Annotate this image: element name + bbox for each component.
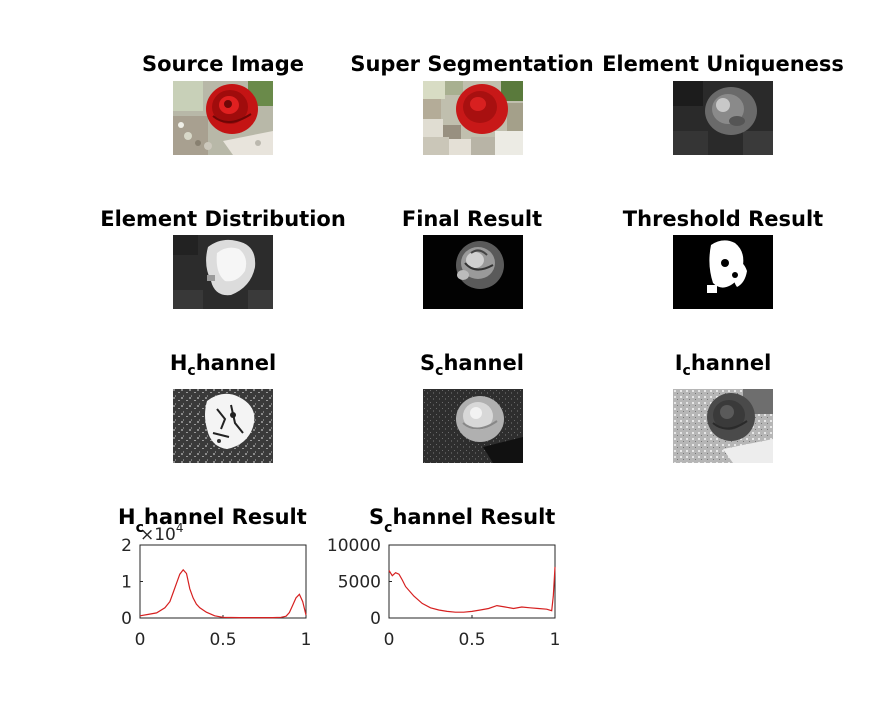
super-segmentation-image (423, 81, 523, 155)
s-channel-image (423, 389, 523, 463)
panel-title-element-distribution: Element Distribution (100, 207, 346, 231)
element-distribution-image (173, 235, 273, 309)
y-tick-label: 0 (121, 609, 132, 629)
x-tick-label: 0 (384, 630, 395, 650)
panel-title-super-segmentation: Super Segmentation (350, 52, 594, 76)
x-tick-label: 1 (550, 630, 561, 650)
h-channel-result-title: Hchannel Result (118, 505, 307, 536)
h-channel-series-line (139, 568, 307, 619)
h-channel-image (173, 389, 273, 463)
s-channel-result-plot: Schannel Result 0 0.5 1 0 5000 10000 (327, 505, 561, 650)
x-tick-label: 0.5 (458, 630, 485, 650)
panel-title-final-result: Final Result (401, 207, 543, 231)
panel-title-i-channel: Ichannel (674, 351, 772, 379)
threshold-result-image (673, 235, 773, 309)
panel-title-h-channel: Hchannel (169, 351, 277, 379)
s-channel-series-line (388, 566, 556, 613)
y-tick-label: 10000 (327, 536, 381, 556)
y-tick-label: 5000 (338, 573, 381, 593)
panel-title-source: Source Image (141, 52, 305, 76)
x-tick-label: 1 (301, 630, 312, 650)
x-tick-label: 0.5 (209, 630, 236, 650)
y-tick-label: 0 (370, 609, 381, 629)
s-channel-result-title: Schannel Result (369, 505, 555, 536)
s-plot-frame (388, 544, 556, 619)
y-tick-label: 1 (121, 573, 132, 593)
source-image (173, 81, 273, 155)
panel-title-element-uniqueness: Element Uniqueness (602, 52, 844, 76)
y-tick-label: 2 (121, 536, 132, 556)
i-channel-image (673, 389, 773, 463)
element-uniqueness-image (673, 81, 773, 155)
x-tick-label: 0 (135, 630, 146, 650)
final-result-image (423, 235, 523, 309)
h-channel-result-plot: Hchannel Result ×104 0 0.5 1 0 1 2 (118, 505, 311, 650)
panel-title-threshold-result: Threshold Result (622, 207, 824, 231)
h-y-multiplier: ×104 (140, 521, 184, 545)
panel-title-s-channel: Schannel (420, 351, 524, 379)
